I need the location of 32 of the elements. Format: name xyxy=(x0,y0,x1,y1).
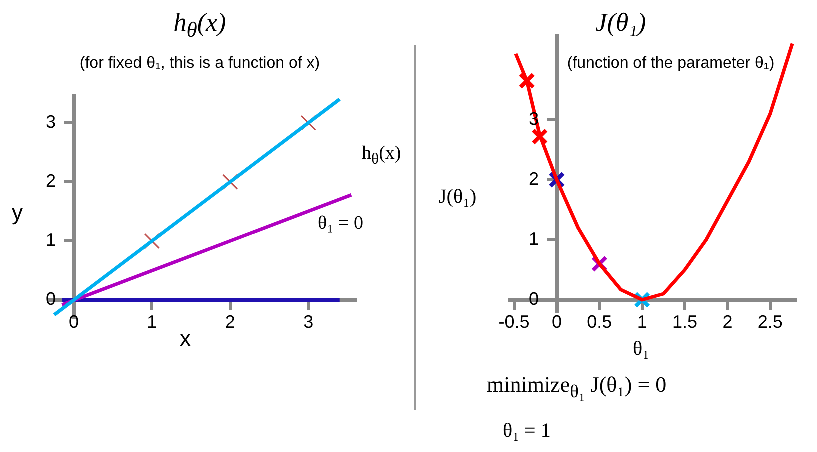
text: θ₁ = 1 xyxy=(503,420,551,443)
y-axis-title: J(θ₁) xyxy=(439,186,477,209)
y-tick-label: 1 xyxy=(46,230,56,250)
point xyxy=(532,128,548,146)
x-tick-label: 2 xyxy=(722,312,733,332)
x-tick-label: 3 xyxy=(304,312,314,332)
x-tick-label: 0 xyxy=(552,312,562,332)
x-tick-label: 0.5 xyxy=(587,312,612,332)
y-tick-label: 1 xyxy=(528,228,539,249)
y-tick-label: 0 xyxy=(528,288,539,309)
x-tick-label: 0 xyxy=(68,312,79,332)
x-tick-label: -0.5 xyxy=(498,312,530,332)
x-axis-title: θ₁ xyxy=(633,338,650,361)
text: minimize$_{θ₁}$ J(θ₁) = 0 xyxy=(487,372,667,402)
y-tick-label: 3 xyxy=(46,112,56,132)
annotation: θ₁ = 0 xyxy=(318,213,364,235)
text: (function of the parameter θ₁) xyxy=(566,55,776,73)
x-tick-label: 2.5 xyxy=(758,312,783,332)
point xyxy=(518,72,536,90)
chart-title: J(θ₁) xyxy=(594,8,648,38)
text: h$_{θ}$(x) xyxy=(362,143,402,169)
x-tick-label: 1.5 xyxy=(672,312,698,332)
x-axis-title: x xyxy=(180,326,191,352)
chart-title: h$_{θ}$(x) xyxy=(172,8,228,44)
y-tick-label: 2 xyxy=(46,171,56,192)
x-tick-label: 2 xyxy=(225,312,236,332)
x-tick-label: 1 xyxy=(147,312,158,332)
y-tick-label: 0 xyxy=(46,289,56,310)
y-axis-title: y xyxy=(12,200,23,226)
x-tick-label: 1 xyxy=(637,312,648,332)
y-tick-label: 2 xyxy=(528,168,539,189)
chart-subtitle: (for fixed θ₁, this is a function of x) xyxy=(78,55,322,73)
